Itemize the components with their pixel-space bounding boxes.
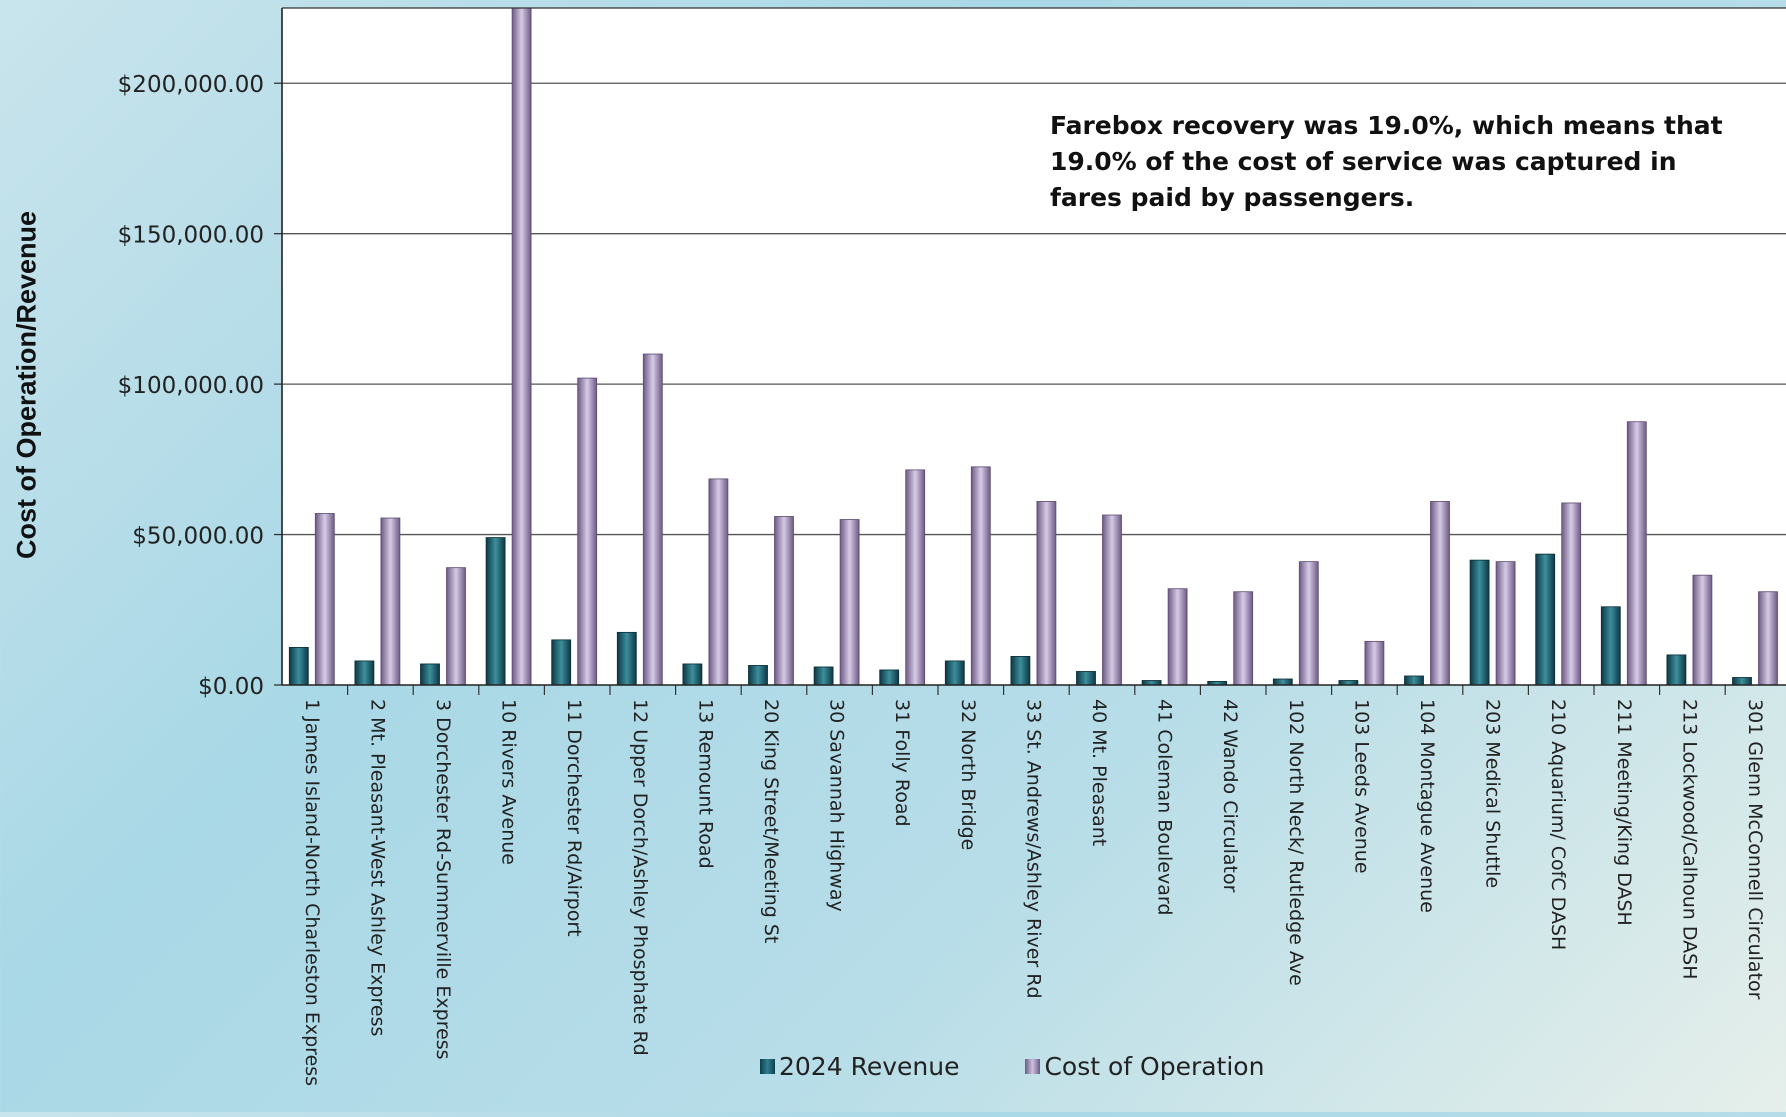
x-tick-label: 210 Aquarium/ CofC DASH	[1547, 699, 1569, 950]
cost-bar	[1167, 588, 1188, 686]
x-tick-label: 211 Meeting/King DASH	[1613, 699, 1635, 926]
cost-bar	[905, 469, 926, 686]
legend: 2024 Revenue Cost of Operation	[760, 1052, 1264, 1081]
cost-bar	[1298, 561, 1319, 686]
cost-bar	[1495, 561, 1516, 686]
cost-bar	[1430, 501, 1450, 686]
axes	[281, 7, 1786, 686]
revenue-bar	[1469, 559, 1490, 686]
x-tick-label: 301 Glenn McConnell Circulator	[1744, 699, 1766, 1000]
revenue-bar	[682, 663, 703, 686]
cost-bar	[577, 377, 598, 686]
cost-bar	[1036, 501, 1057, 686]
x-tick-label: 20 King Street/Meeting St	[760, 699, 782, 943]
x-tick-label: 30 Savannah Highway	[826, 699, 848, 912]
x-tick-label: 12 Upper Dorch/Ashley Phosphate Rd	[629, 699, 651, 1056]
revenue-bar	[420, 663, 440, 686]
revenue-bar	[1272, 678, 1293, 686]
cost-bar	[1758, 591, 1778, 686]
cost-bar	[1692, 574, 1713, 686]
cost-bar	[314, 513, 335, 686]
x-tick-label: 104 Montague Avenue	[1416, 699, 1438, 913]
revenue-bar	[1600, 606, 1621, 686]
cost-bar	[708, 478, 729, 686]
x-tick-label: 1 James Island-North Charleston Express	[301, 699, 323, 1086]
x-tick-label: 10 Rivers Avenue	[498, 699, 520, 865]
x-tick-label: 203 Medical Shuttle	[1482, 699, 1504, 888]
revenue-bar	[1732, 677, 1752, 686]
x-tick-label: 11 Dorchester Rd/Airport	[563, 699, 585, 937]
revenue-bar	[944, 660, 965, 686]
revenue-bar	[879, 669, 900, 686]
bars	[288, 7, 1778, 686]
legend-swatch-cost	[1025, 1059, 1041, 1074]
revenue-bar	[1076, 671, 1096, 686]
legend-item-revenue: 2024 Revenue	[760, 1052, 959, 1081]
cost-bar	[1233, 591, 1254, 686]
x-tick-labels: 1 James Island-North Charleston Express 2…	[301, 699, 1766, 1086]
x-tick-label: 41 Coleman Boulevard	[1154, 699, 1176, 915]
x-tick-label: 102 North Neck/ Rutledge Ave	[1285, 699, 1307, 986]
farebox-annotation: Farebox recovery was 19.0%, which means …	[1050, 111, 1723, 212]
revenue-bar	[1666, 654, 1687, 686]
cost-bar	[1626, 421, 1647, 686]
cost-bar	[642, 353, 663, 686]
revenue-bar	[748, 665, 768, 686]
legend-swatch-revenue	[760, 1059, 775, 1074]
y-tick-labels: $0.00 $50,000.00 $100,000.00 $150,000.00 $20…	[118, 72, 264, 700]
cost-bar	[1364, 640, 1385, 686]
revenue-bar	[813, 666, 834, 686]
x-tick-label: 31 Folly Road	[891, 699, 913, 827]
cost-bar	[970, 466, 991, 686]
gridlines	[274, 82, 1786, 695]
legend-item-cost: Cost of Operation	[1025, 1052, 1264, 1081]
x-tick-label: 103 Leeds Avenue	[1350, 699, 1372, 874]
y-tick-label: $200,000.00	[118, 72, 264, 98]
x-tick-label: 213 Lockwood/Calhoun DASH	[1678, 699, 1700, 980]
revenue-bar	[616, 631, 637, 686]
cost-bar	[446, 567, 466, 686]
revenue-bar	[288, 646, 309, 686]
cost-bar	[511, 7, 532, 686]
cost-bar	[1102, 514, 1122, 686]
y-tick-label: $50,000.00	[132, 524, 264, 550]
x-tick-label: 42 Wando Circulator	[1219, 699, 1241, 893]
legend-label-cost: Cost of Operation	[1044, 1052, 1265, 1081]
x-tick-label: 13 Remount Road	[694, 699, 716, 869]
cost-bar	[380, 517, 401, 686]
y-tick-label: $0.00	[198, 674, 264, 700]
cost-bar	[1561, 502, 1582, 686]
y-tick-label: $150,000.00	[118, 223, 264, 249]
x-tick-label: 33 St. Andrews/Ashley River Rd	[1022, 699, 1044, 999]
revenue-bar	[485, 537, 506, 686]
x-tick-label: 3 Dorchester Rd-Summerville Express	[432, 699, 454, 1060]
revenue-bar	[1535, 553, 1556, 686]
cost-bar	[774, 516, 794, 686]
revenue-bar	[354, 660, 375, 686]
y-tick-label: $100,000.00	[118, 373, 264, 399]
x-tick-label: 2 Mt. Pleasant-West Ashley Express	[366, 699, 388, 1036]
revenue-bar	[1010, 656, 1031, 686]
revenue-bar	[1404, 675, 1424, 686]
y-axis-title: Cost of Operation/Revenue	[11, 210, 42, 560]
x-tick-label: 40 Mt. Pleasant	[1088, 699, 1110, 846]
revenue-bar	[551, 639, 572, 686]
x-tick-label: 32 North Bridge	[957, 699, 979, 850]
legend-label-revenue: 2024 Revenue	[779, 1052, 960, 1081]
cost-bar	[839, 519, 860, 686]
